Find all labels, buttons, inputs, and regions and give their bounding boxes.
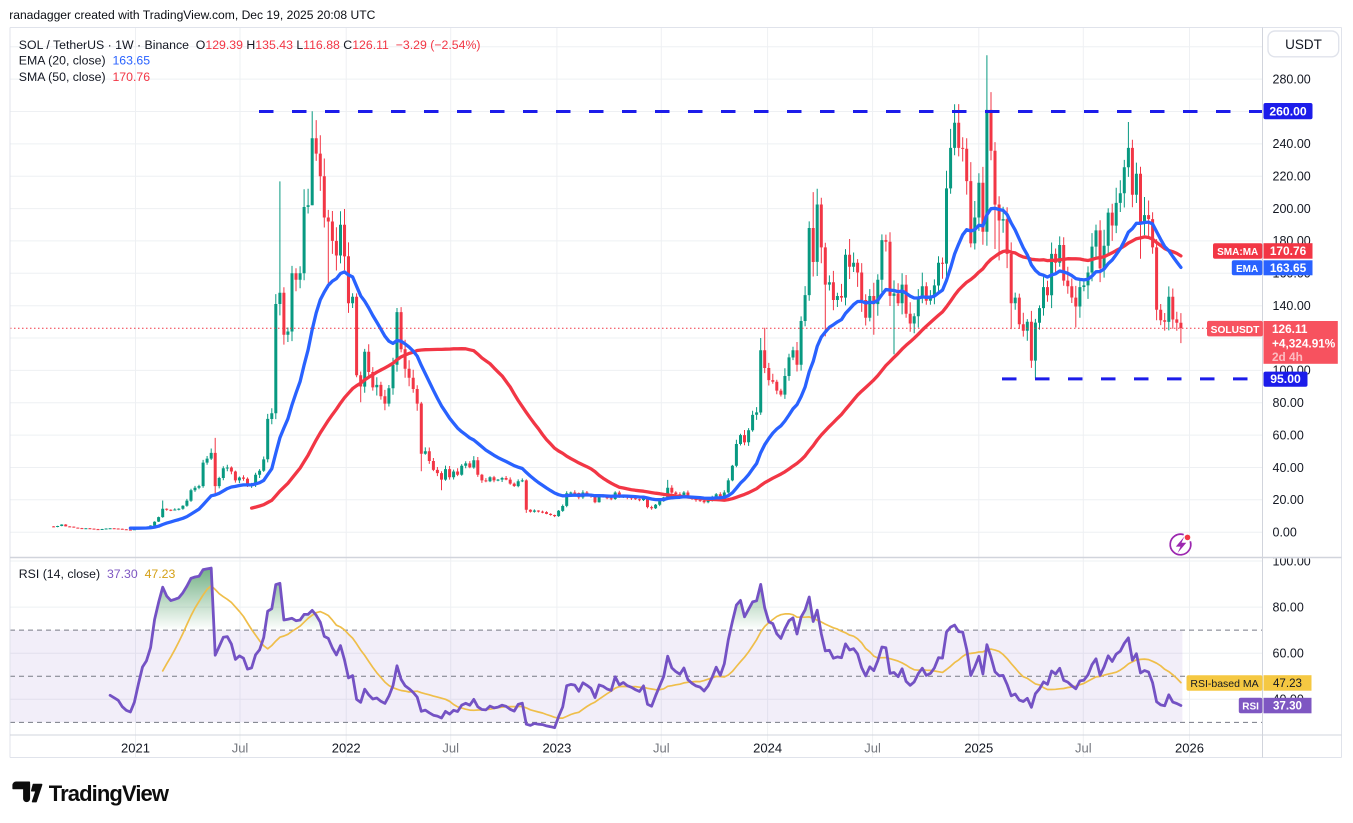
svg-text:80.00: 80.00	[1273, 396, 1304, 410]
svg-text:Jul: Jul	[1075, 741, 1092, 756]
svg-text:+4,324.91%: +4,324.91%	[1272, 336, 1336, 350]
svg-text:260.00: 260.00	[1269, 104, 1306, 118]
svg-text:ranadagger created with Tradin: ranadagger created with TradingView.com,…	[9, 8, 375, 22]
svg-text:Jul: Jul	[653, 741, 670, 756]
svg-text:TradingView: TradingView	[49, 781, 170, 806]
svg-text:EMA: EMA	[1236, 264, 1258, 275]
svg-text:163.65: 163.65	[1270, 261, 1307, 275]
svg-text:SMA (50, close) 170.76: SMA (50, close) 170.76	[19, 70, 150, 84]
svg-text:2023: 2023	[542, 741, 571, 756]
svg-text:60.00: 60.00	[1273, 428, 1304, 442]
svg-text:2022: 2022	[332, 741, 361, 756]
svg-text:2026: 2026	[1175, 741, 1204, 756]
svg-text:126.11: 126.11	[1272, 322, 1308, 336]
svg-text:0.00: 0.00	[1273, 526, 1297, 540]
svg-text:2021: 2021	[121, 741, 150, 756]
svg-text:RSI-based MA: RSI-based MA	[1190, 678, 1258, 690]
svg-text:60.00: 60.00	[1273, 647, 1304, 661]
svg-text:Jul: Jul	[864, 741, 881, 756]
svg-text:200.00: 200.00	[1273, 202, 1311, 216]
svg-text:2024: 2024	[753, 741, 782, 756]
svg-text:Jul: Jul	[232, 741, 249, 756]
svg-text:SOL / TetherUS · 1W · Binance: SOL / TetherUS · 1W · Binance O129.39 H1…	[19, 38, 481, 52]
svg-text:47.23: 47.23	[1273, 677, 1302, 690]
svg-text:RSI: RSI	[1242, 702, 1259, 713]
svg-text:100.00: 100.00	[1273, 554, 1311, 568]
svg-text:170.76: 170.76	[1270, 244, 1307, 258]
svg-text:80.00: 80.00	[1273, 600, 1304, 614]
svg-text:40.00: 40.00	[1273, 461, 1304, 475]
svg-text:95.00: 95.00	[1270, 372, 1301, 386]
svg-text:SOLUSDT: SOLUSDT	[1211, 325, 1260, 336]
svg-text:SMA:MA: SMA:MA	[1217, 247, 1258, 258]
svg-text:RSI (14, close) 37.30 47.23: RSI (14, close) 37.30 47.23	[19, 567, 176, 581]
svg-text:USDT: USDT	[1285, 37, 1322, 52]
svg-text:EMA (20, close) 163.65: EMA (20, close) 163.65	[19, 53, 150, 67]
svg-text:2025: 2025	[964, 741, 993, 756]
svg-text:280.00: 280.00	[1273, 72, 1311, 86]
svg-text:2d 4h: 2d 4h	[1272, 350, 1303, 364]
svg-text:220.00: 220.00	[1273, 170, 1311, 184]
svg-text:Jul: Jul	[442, 741, 459, 756]
svg-text:37.30: 37.30	[1273, 700, 1302, 713]
svg-text:240.00: 240.00	[1273, 137, 1311, 151]
svg-text:140.00: 140.00	[1273, 299, 1311, 313]
svg-text:20.00: 20.00	[1273, 493, 1304, 507]
